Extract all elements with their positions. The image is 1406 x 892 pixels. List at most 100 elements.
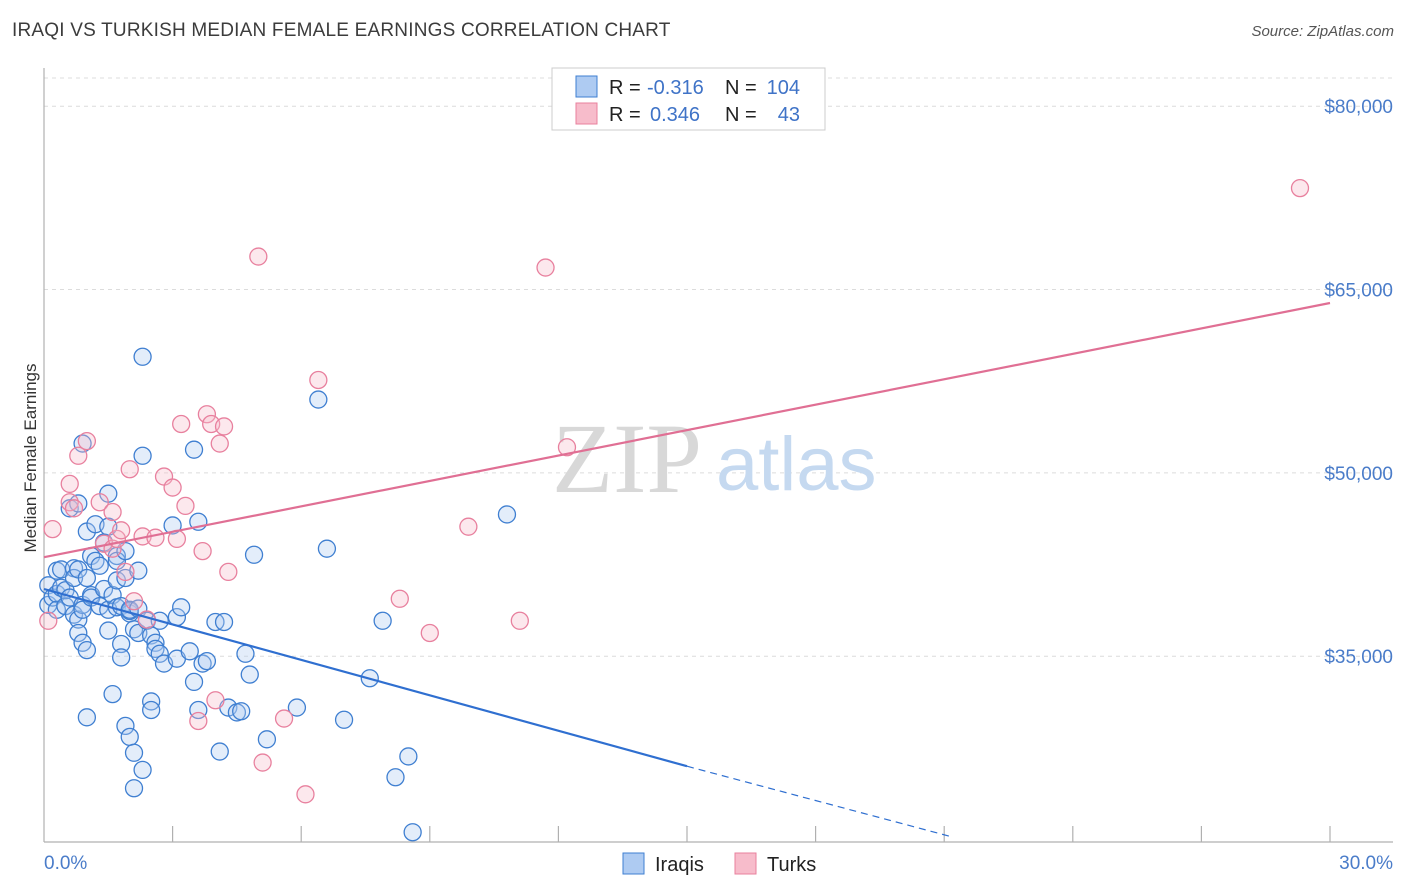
point-iraqis <box>150 644 169 663</box>
point-turks <box>420 623 439 643</box>
legend-r-value-turks: 0.346 <box>650 104 700 126</box>
point-iraqis <box>163 516 182 535</box>
bottom-legend: Iraqis Turks <box>622 852 816 876</box>
point-turks <box>116 562 135 582</box>
point-iraqis <box>77 640 97 660</box>
y-tick-label: $50,000 <box>1324 464 1393 485</box>
y-axis-label: Median Female Earnings <box>21 364 40 553</box>
point-iraqis <box>403 823 422 842</box>
point-iraqis <box>197 651 217 671</box>
point-iraqis <box>69 610 88 629</box>
point-turks <box>64 499 84 518</box>
point-turks <box>163 478 182 497</box>
point-iraqis <box>103 684 122 704</box>
point-turks <box>557 438 577 457</box>
point-iraqis <box>64 568 84 588</box>
point-iraqis <box>112 648 131 667</box>
bottom-legend-swatch-turks <box>734 852 757 875</box>
point-iraqis <box>124 743 144 762</box>
y-tick-label: $80,000 <box>1324 97 1393 118</box>
y-tick-label: $65,000 <box>1324 281 1393 302</box>
point-turks <box>274 709 294 728</box>
point-turks <box>77 431 97 451</box>
point-turks <box>43 519 62 539</box>
point-turks <box>189 711 208 731</box>
y-tick-label: $35,000 <box>1324 647 1393 668</box>
point-iraqis <box>112 634 131 654</box>
point-iraqis <box>287 698 307 717</box>
point-turks <box>193 541 212 561</box>
point-iraqis <box>120 727 139 747</box>
point-turks <box>176 496 195 516</box>
trend-line-turks <box>43 301 1331 559</box>
point-iraqis <box>77 568 97 588</box>
point-iraqis <box>497 505 517 524</box>
point-turks <box>253 753 272 772</box>
point-iraqis <box>373 611 392 630</box>
trend-lines <box>43 301 1331 838</box>
legend: R = -0.316 N = 104 R = 0.346 N = 43 <box>551 67 826 131</box>
point-turks <box>124 592 144 611</box>
point-turks <box>1290 178 1310 198</box>
point-iraqis <box>180 642 199 661</box>
point-iraqis <box>184 440 204 459</box>
point-turks <box>90 493 109 512</box>
point-iraqis <box>317 539 337 558</box>
point-turks <box>120 460 139 479</box>
point-turks <box>219 562 238 582</box>
legend-n-value-iraqis: 104 <box>767 77 800 99</box>
point-iraqis <box>399 747 418 766</box>
point-turks <box>146 528 165 547</box>
point-turks <box>390 589 409 608</box>
x-tick-max: 30.0% <box>1339 853 1393 874</box>
point-iraqis <box>77 708 97 727</box>
point-iraqis <box>210 742 229 761</box>
legend-n-value-turks: 43 <box>778 104 800 126</box>
point-turks <box>214 417 234 436</box>
bottom-legend-swatch-iraqis <box>622 852 645 875</box>
point-turks <box>69 446 88 465</box>
watermark-atlas: atlas <box>716 422 877 507</box>
point-iraqis <box>244 545 264 564</box>
point-turks <box>510 611 529 630</box>
point-turks <box>197 405 217 424</box>
point-iraqis <box>60 499 79 518</box>
point-iraqis <box>146 633 165 652</box>
series-turks <box>39 178 1310 804</box>
chart-source: Source: ZipAtlas.com <box>1251 23 1394 40</box>
point-iraqis <box>257 730 277 749</box>
legend-r-label-turks: R = <box>609 104 641 126</box>
axes <box>43 68 1393 843</box>
point-turks <box>210 434 229 453</box>
point-iraqis <box>90 556 109 575</box>
legend-r-label-iraqis: R = <box>609 77 641 99</box>
bottom-legend-label-turks: Turks <box>767 854 816 876</box>
point-turks <box>39 611 58 630</box>
point-iraqis <box>236 644 255 663</box>
point-iraqis <box>184 672 204 692</box>
bottom-legend-label-iraqis: Iraqis <box>655 854 704 876</box>
point-turks <box>309 370 328 390</box>
point-iraqis <box>133 446 152 465</box>
legend-swatch-turks <box>575 102 598 125</box>
watermark-zip: ZIP <box>552 403 702 514</box>
x-tick-min: 0.0% <box>44 853 87 874</box>
point-iraqis <box>214 612 234 632</box>
point-turks <box>459 517 478 536</box>
y-tick-labels: $35,000 $50,000 $65,000 $80,000 <box>1324 97 1393 668</box>
point-turks <box>172 414 191 434</box>
point-iraqis <box>172 598 191 617</box>
point-iraqis <box>232 702 251 721</box>
legend-r-value-iraqis: -0.316 <box>647 77 704 99</box>
point-iraqis <box>142 700 161 720</box>
point-turks <box>536 258 555 277</box>
point-turks <box>103 502 122 522</box>
trend-line-iraqis-extension <box>686 765 953 838</box>
point-turks <box>112 521 131 540</box>
series-iraqis <box>39 347 517 842</box>
point-turks <box>296 785 315 804</box>
point-turks <box>249 247 268 266</box>
point-turks <box>60 474 79 494</box>
point-iraqis <box>124 779 144 798</box>
trend-line-iraqis <box>43 587 688 768</box>
